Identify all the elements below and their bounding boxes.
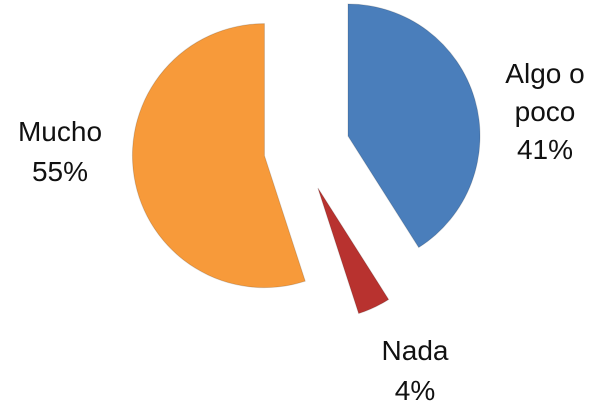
- pie-slice: [317, 187, 390, 315]
- slice-value: 55%: [31, 156, 89, 187]
- slice-label: Mucho: [17, 116, 103, 147]
- slice-label: Nada: [381, 335, 449, 366]
- slice-value: 4%: [394, 375, 436, 406]
- slice-value: 41%: [516, 134, 574, 165]
- pie-slice: [131, 23, 306, 289]
- pie-slice: [347, 3, 481, 249]
- slice-label: Algo o poco: [505, 58, 585, 127]
